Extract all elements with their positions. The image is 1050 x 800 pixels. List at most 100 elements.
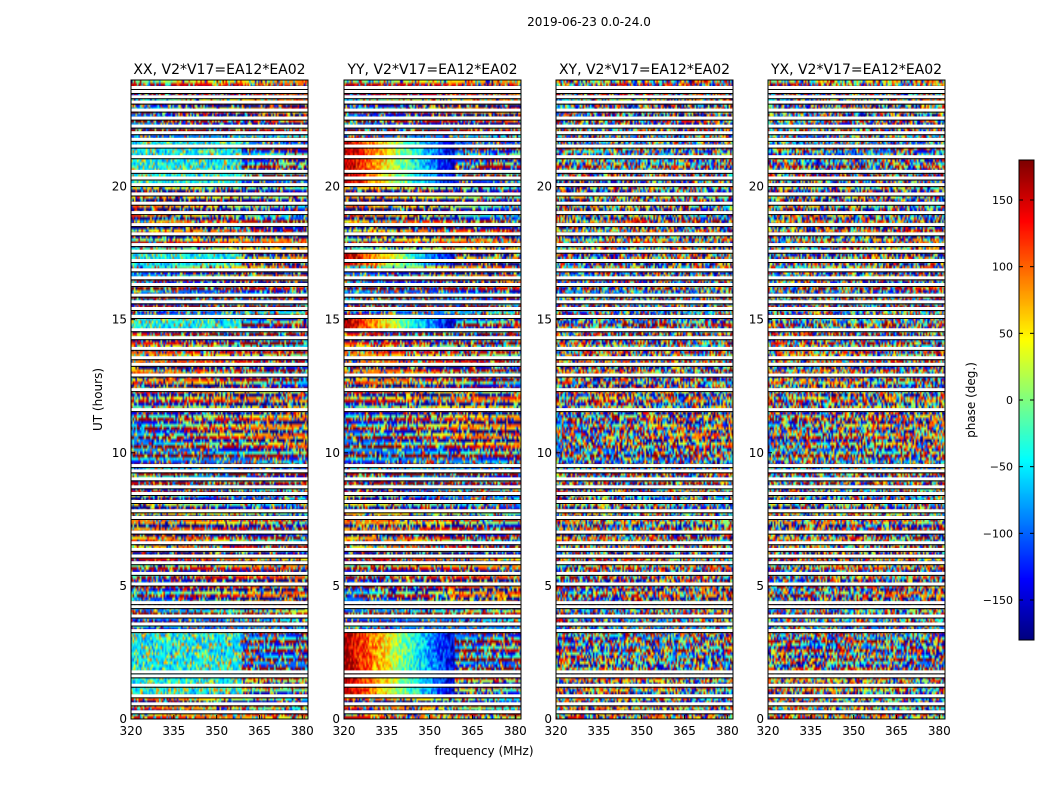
flagged-row xyxy=(556,477,733,481)
flagged-row xyxy=(556,169,733,173)
flagged-row xyxy=(768,108,945,112)
flagged-row xyxy=(131,477,308,481)
flagged-row xyxy=(344,328,521,332)
flagged-row xyxy=(556,131,733,135)
flagged-row xyxy=(556,346,733,350)
flagged-row xyxy=(556,259,733,263)
flagged-row xyxy=(556,293,733,297)
flagged-row xyxy=(344,670,521,674)
flagged-row xyxy=(131,614,308,618)
x-tick-label: 380 xyxy=(928,724,951,738)
flagged-row xyxy=(131,259,308,263)
flagged-row xyxy=(556,201,733,205)
flagged-row xyxy=(131,515,308,519)
flagged-row xyxy=(131,328,308,332)
flagged-row xyxy=(556,554,733,558)
y-tick-label: 5 xyxy=(544,579,552,593)
flagged-row xyxy=(768,293,945,297)
flagged-row xyxy=(768,515,945,519)
flagged-row xyxy=(344,89,521,93)
x-tick-label: 350 xyxy=(418,724,441,738)
flagged-row xyxy=(556,388,733,392)
flagged-row xyxy=(344,176,521,180)
flagged-row xyxy=(556,283,733,287)
flagged-row xyxy=(768,362,945,366)
flagged-row xyxy=(768,314,945,318)
colorbar-tick-label: −50 xyxy=(990,461,1013,474)
flagged-row xyxy=(344,100,521,104)
flagged-row xyxy=(344,477,521,481)
flagged-row xyxy=(556,211,733,215)
flagged-row xyxy=(768,547,945,551)
flagged-row xyxy=(344,243,521,247)
flagged-row xyxy=(556,85,733,89)
flagged-row xyxy=(344,223,521,227)
flagged-row xyxy=(131,601,308,605)
flagged-row xyxy=(768,283,945,287)
flagged-row xyxy=(131,268,308,272)
flagged-row xyxy=(344,124,521,128)
colorbar-tick-label: 100 xyxy=(992,261,1013,274)
flagged-row xyxy=(131,373,308,377)
flagged-row xyxy=(344,268,521,272)
y-tick-label: 0 xyxy=(756,712,764,726)
flagged-row xyxy=(344,183,521,187)
flagged-row xyxy=(556,362,733,366)
x-tick-label: 320 xyxy=(545,724,568,738)
flagged-row xyxy=(768,223,945,227)
flagged-row xyxy=(556,469,733,473)
y-tick-label: 0 xyxy=(119,712,127,726)
flagged-row xyxy=(556,601,733,605)
x-tick-label: 380 xyxy=(291,724,314,738)
flagged-row xyxy=(131,201,308,205)
y-tick-label: 20 xyxy=(537,180,552,194)
flagged-row xyxy=(344,554,521,558)
colorbar-tick-label: −150 xyxy=(983,594,1013,607)
flagged-row xyxy=(131,293,308,297)
flagged-row xyxy=(344,582,521,586)
flagged-row xyxy=(131,530,308,534)
flagged-row xyxy=(556,124,733,128)
plot-frame xyxy=(343,79,522,720)
flagged-row xyxy=(131,509,308,513)
x-tick-label: 365 xyxy=(461,724,484,738)
flagged-row xyxy=(768,492,945,496)
x-tick-label: 380 xyxy=(716,724,739,738)
flagged-row xyxy=(344,674,521,678)
flagged-row xyxy=(556,373,733,377)
flagged-row xyxy=(344,131,521,135)
flagged-row xyxy=(131,131,308,135)
flagged-row xyxy=(344,464,521,468)
flagged-row xyxy=(131,336,308,340)
flagged-row xyxy=(768,388,945,392)
flagged-row xyxy=(768,300,945,304)
flagged-row xyxy=(344,469,521,473)
colorbar-tick-label: −100 xyxy=(983,527,1013,540)
flagged-row xyxy=(768,674,945,678)
flagged-row xyxy=(344,346,521,350)
flagged-row xyxy=(344,571,521,575)
flagged-row xyxy=(131,356,308,360)
colorbar-tick-label: 0 xyxy=(1006,394,1013,407)
x-tick-label: 365 xyxy=(885,724,908,738)
flagged-row xyxy=(131,346,308,350)
flagged-row xyxy=(131,169,308,173)
y-tick-label: 5 xyxy=(332,579,340,593)
flagged-row xyxy=(344,702,521,706)
x-axis-label: frequency (MHz) xyxy=(434,744,533,758)
flagged-row xyxy=(768,192,945,196)
flagged-row xyxy=(556,89,733,93)
flagged-row xyxy=(131,223,308,227)
plot-frame xyxy=(555,79,734,720)
flagged-row xyxy=(344,388,521,392)
flagged-row xyxy=(131,89,308,93)
panel-4: YX, V2*V17=EA12*EA02 320 335 350 365 380 0 5 10 1… xyxy=(749,62,951,738)
flagged-row xyxy=(556,485,733,489)
flagged-row xyxy=(344,541,521,545)
flagged-row xyxy=(344,601,521,605)
flagged-row xyxy=(131,674,308,678)
flagged-row xyxy=(131,683,308,687)
flagged-row xyxy=(344,614,521,618)
flagged-row xyxy=(344,211,521,215)
